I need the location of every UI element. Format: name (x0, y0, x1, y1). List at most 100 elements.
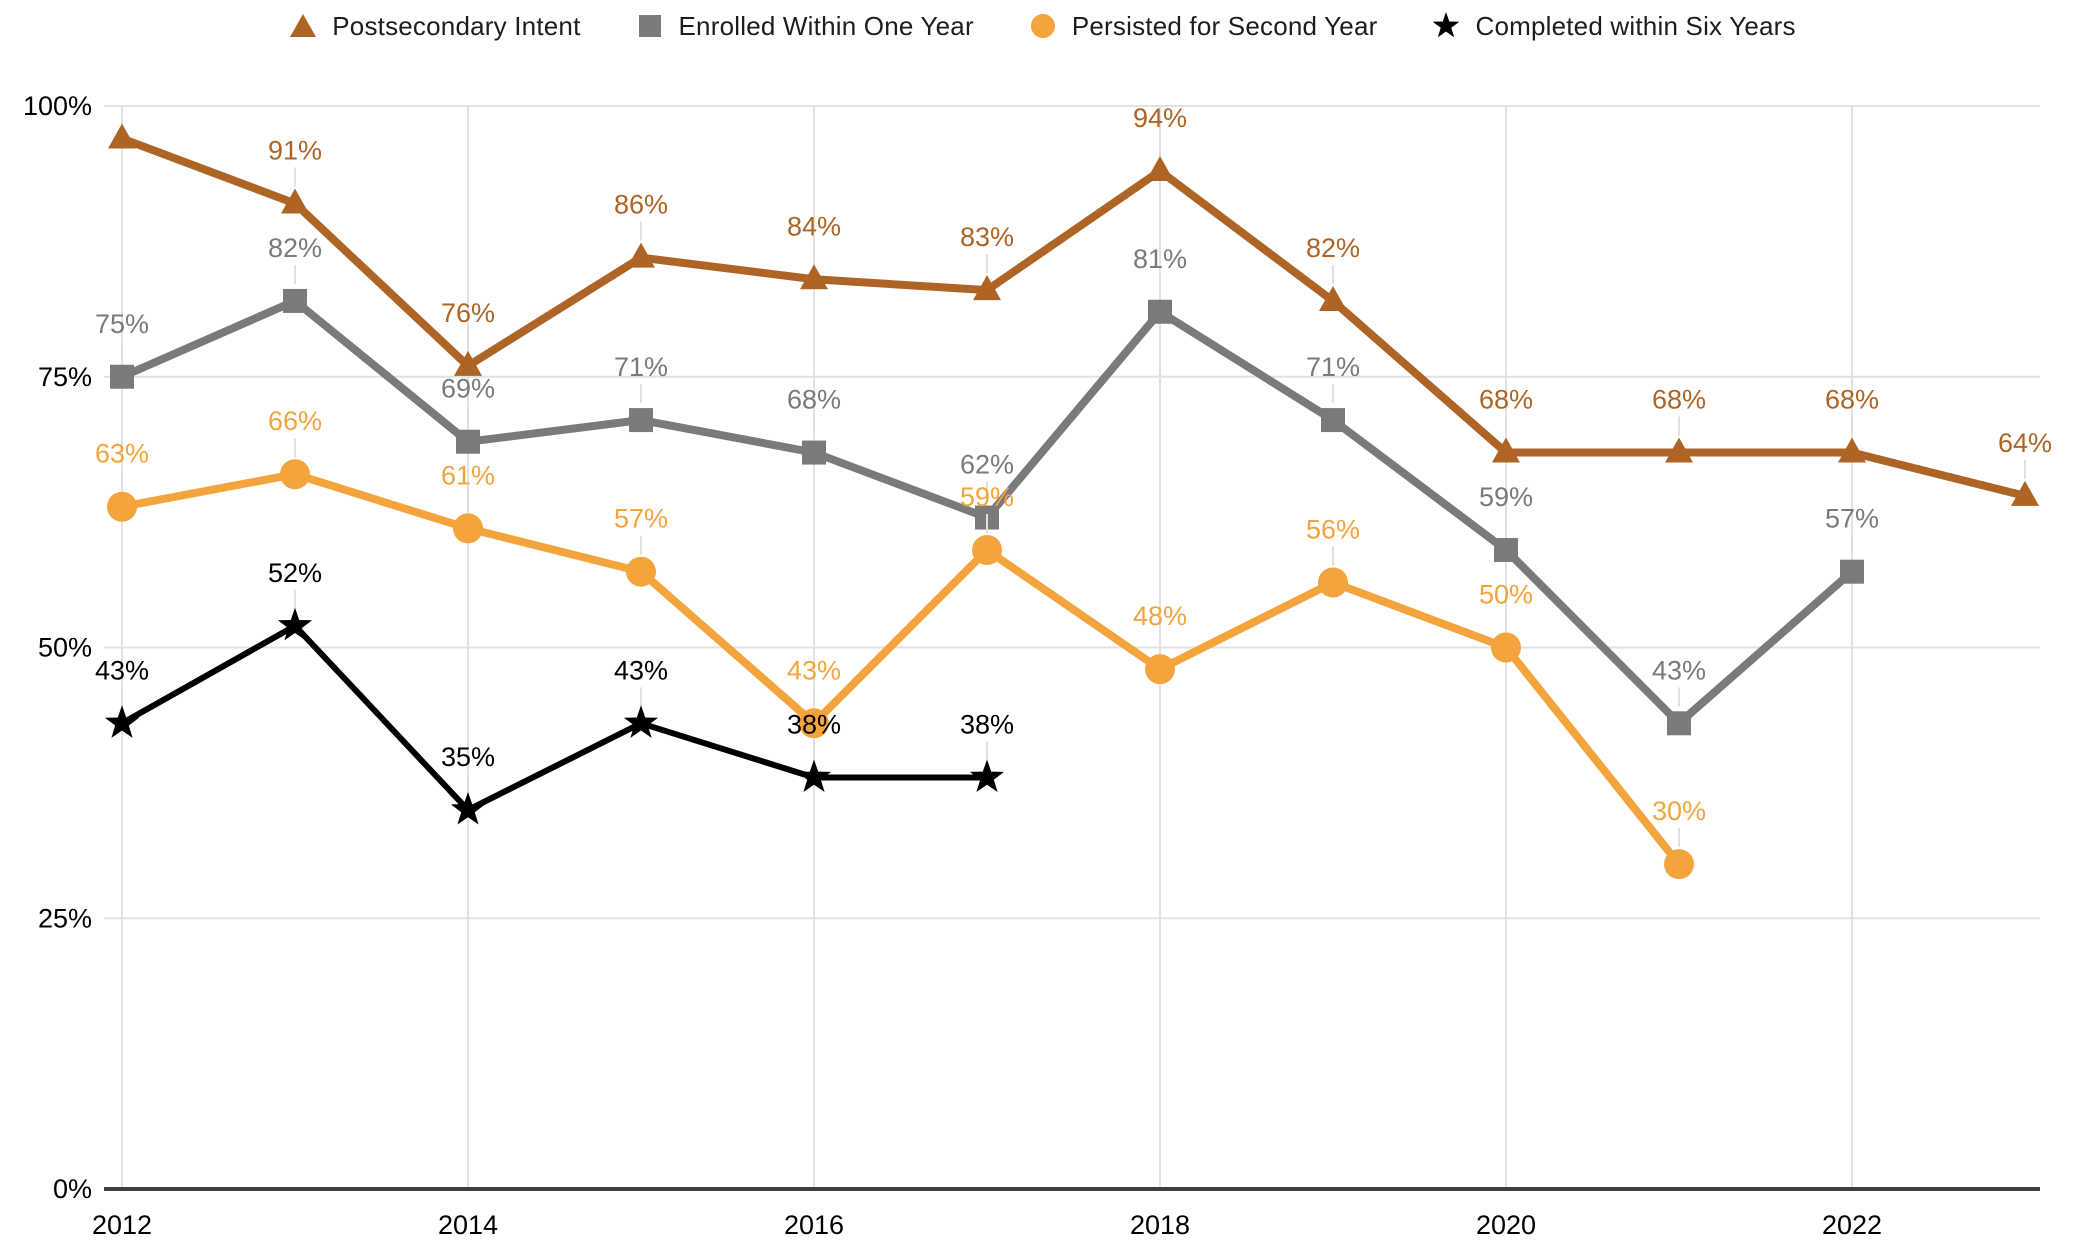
legend-item-enrolled-within-one-year: Enrolled Within One Year (635, 11, 974, 42)
data-point-label-persisted-for-second-year: 48% (1133, 601, 1187, 631)
data-point-marker-persisted-for-second-year (280, 459, 310, 490)
triangle-shape (290, 14, 317, 37)
x-axis-tick-label: 2022 (1822, 1210, 1882, 1240)
data-point-label-completed-within-six-years: 43% (95, 655, 149, 685)
triangle-legend-marker-icon (290, 14, 317, 37)
data-point-marker-completed-within-six-years (969, 759, 1005, 792)
data-point-label-postsecondary-intent: 68% (1652, 385, 1706, 415)
legend-item-persisted-for-second-year: Persisted for Second Year (1028, 11, 1378, 42)
data-point-label-enrolled-within-one-year: 69% (441, 374, 495, 404)
data-point-label-enrolled-within-one-year: 71% (614, 352, 668, 382)
data-point-label-enrolled-within-one-year: 75% (95, 309, 149, 339)
data-point-marker-enrolled-within-one-year (110, 364, 134, 389)
data-point-label-persisted-for-second-year: 43% (787, 655, 841, 685)
data-point-label-enrolled-within-one-year: 81% (1133, 244, 1187, 274)
data-point-label-completed-within-six-years: 35% (441, 742, 495, 772)
data-point-label-postsecondary-intent: 84% (787, 211, 841, 241)
x-axis-tick-label: 2020 (1476, 1210, 1536, 1240)
data-point-marker-postsecondary-intent (454, 350, 482, 376)
chart-legend: Postsecondary Intent Enrolled Within One … (0, 0, 2084, 52)
series-line-persisted-for-second-year (121, 470, 1683, 867)
data-point-label-enrolled-within-one-year: 57% (1825, 504, 1879, 534)
data-point-marker-enrolled-within-one-year (456, 429, 480, 454)
data-point-marker-postsecondary-intent (1492, 437, 1520, 463)
data-point-marker-completed-within-six-years (450, 792, 486, 825)
data-point-label-persisted-for-second-year: 56% (1306, 515, 1360, 545)
data-point-label-postsecondary-intent: 68% (1479, 385, 1533, 415)
circle-shape (1030, 14, 1055, 38)
legend-label: Persisted for Second Year (1071, 10, 1378, 41)
y-axis-tick-label: 0% (53, 1174, 92, 1204)
data-point-label-enrolled-within-one-year: 68% (787, 385, 841, 415)
data-point-marker-enrolled-within-one-year (802, 440, 826, 465)
data-point-marker-persisted-for-second-year (626, 556, 656, 587)
legend-item-postsecondary-intent: Postsecondary Intent (288, 11, 580, 42)
data-point-label-persisted-for-second-year: 30% (1652, 796, 1706, 826)
y-axis-tick-label: 100% (23, 91, 92, 121)
data-point-label-postsecondary-intent: 68% (1825, 385, 1879, 415)
data-point-label-persisted-for-second-year: 57% (614, 504, 668, 534)
star-shape (1433, 12, 1460, 38)
data-point-marker-postsecondary-intent (627, 242, 655, 268)
data-point-label-completed-within-six-years: 38% (787, 709, 841, 739)
data-point-marker-enrolled-within-one-year (1840, 559, 1864, 584)
data-point-label-postsecondary-intent: 64% (1998, 428, 2052, 458)
legend-label: Postsecondary Intent (332, 10, 581, 41)
data-point-marker-persisted-for-second-year (1491, 632, 1521, 663)
data-point-label-persisted-for-second-year: 61% (441, 460, 495, 490)
data-point-marker-persisted-for-second-year (1318, 567, 1348, 598)
data-point-marker-persisted-for-second-year (453, 513, 483, 544)
x-axis-tick-label: 2018 (1130, 1210, 1190, 1240)
data-point-marker-completed-within-six-years (796, 759, 832, 792)
data-point-label-enrolled-within-one-year: 62% (960, 450, 1014, 480)
data-point-label-postsecondary-intent: 82% (1306, 233, 1360, 263)
series-line-completed-within-six-years (120, 622, 987, 813)
data-point-marker-persisted-for-second-year (1145, 654, 1175, 685)
data-point-label-persisted-for-second-year: 59% (960, 482, 1014, 512)
data-point-label-enrolled-within-one-year: 59% (1479, 482, 1533, 512)
legend-item-completed-within-six-years: Completed within Six Years (1431, 10, 1796, 42)
data-point-label-postsecondary-intent: 83% (960, 222, 1014, 252)
circle-legend-marker-icon (1030, 14, 1055, 38)
data-point-label-persisted-for-second-year: 50% (1479, 580, 1533, 610)
data-point-marker-postsecondary-intent (800, 264, 828, 290)
data-point-marker-enrolled-within-one-year (629, 408, 653, 433)
data-point-marker-postsecondary-intent (281, 188, 309, 214)
y-axis-tick-label: 50% (38, 633, 92, 663)
data-point-label-enrolled-within-one-year: 82% (268, 233, 322, 263)
data-point-label-persisted-for-second-year: 63% (95, 439, 149, 469)
data-point-marker-enrolled-within-one-year (1148, 299, 1172, 324)
data-point-label-postsecondary-intent: 76% (441, 298, 495, 328)
data-point-label-postsecondary-intent: 94% (1133, 103, 1187, 133)
data-point-marker-postsecondary-intent (2011, 480, 2039, 506)
series-line-postsecondary-intent (120, 134, 2026, 500)
data-point-marker-persisted-for-second-year (107, 491, 137, 522)
data-point-marker-postsecondary-intent (1146, 155, 1174, 181)
data-point-label-persisted-for-second-year: 66% (268, 406, 322, 436)
data-point-marker-enrolled-within-one-year (283, 288, 307, 313)
square-legend-marker-icon (638, 15, 661, 37)
legend-label: Completed within Six Years (1475, 10, 1796, 41)
data-point-label-completed-within-six-years: 52% (268, 558, 322, 588)
data-point-marker-enrolled-within-one-year (1321, 408, 1345, 433)
data-point-marker-postsecondary-intent (1838, 437, 1866, 463)
data-point-label-postsecondary-intent: 86% (614, 190, 668, 220)
data-point-marker-completed-within-six-years (104, 705, 140, 738)
data-point-marker-persisted-for-second-year (972, 535, 1002, 566)
x-axis-tick-label: 2012 (92, 1210, 152, 1240)
data-point-marker-postsecondary-intent (1665, 437, 1693, 463)
data-point-label-postsecondary-intent: 91% (268, 135, 322, 165)
y-axis-tick-label: 75% (38, 362, 92, 392)
data-point-marker-enrolled-within-one-year (1667, 711, 1691, 736)
square-shape (638, 15, 661, 37)
star-legend-marker-icon (1433, 12, 1460, 38)
data-point-marker-postsecondary-intent (973, 275, 1001, 301)
data-point-marker-enrolled-within-one-year (1494, 538, 1518, 563)
data-point-label-enrolled-within-one-year: 43% (1652, 655, 1706, 685)
data-point-label-completed-within-six-years: 38% (960, 709, 1014, 739)
data-point-marker-postsecondary-intent (1319, 285, 1347, 311)
x-axis-tick-label: 2014 (438, 1210, 498, 1240)
data-point-label-completed-within-six-years: 43% (614, 655, 668, 685)
